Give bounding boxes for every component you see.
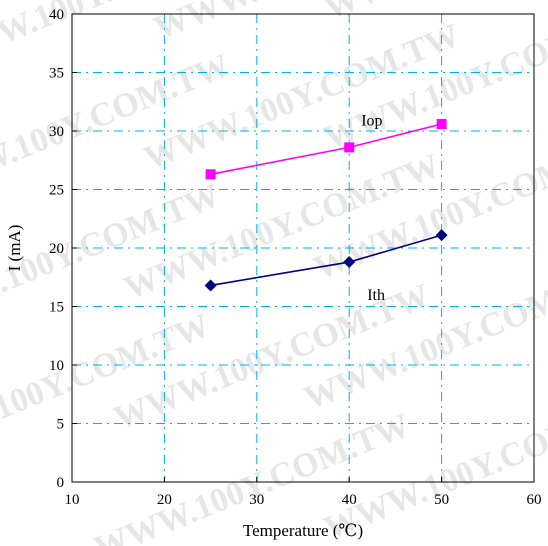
x-tick-label: 50 (434, 492, 449, 508)
y-axis-ticks: 0 5 10 15 20 25 30 35 40 (49, 7, 77, 491)
y-tick-label: 40 (49, 7, 64, 23)
y-tick-label: 20 (49, 241, 64, 257)
y-tick-label: 15 (49, 300, 64, 316)
data-point-ith (343, 256, 356, 269)
x-axis-ticks: 10 20 30 40 50 60 (65, 477, 542, 508)
y-tick-label: 10 (49, 358, 64, 374)
data-point-ith (435, 229, 448, 242)
y-tick-label: 35 (49, 66, 64, 82)
series-label-iop: Iop (361, 112, 382, 129)
x-tick-label: 10 (65, 492, 80, 508)
y-tick-label: 5 (57, 417, 65, 433)
series-label-ith: Ith (367, 287, 385, 304)
x-tick-label: 60 (527, 492, 542, 508)
data-point-ith (204, 279, 217, 292)
series-layer: Iop Ith (204, 112, 448, 304)
x-tick-label: 20 (157, 492, 172, 508)
x-tick-label: 30 (249, 492, 264, 508)
data-point-iop (344, 142, 355, 153)
data-point-iop (436, 118, 447, 129)
x-tick-label: 40 (342, 492, 357, 508)
grid (72, 14, 534, 482)
y-tick-label: 30 (49, 124, 64, 140)
y-tick-label: 0 (57, 475, 65, 491)
y-axis-title: I (mA) (5, 225, 24, 272)
data-point-iop (205, 169, 216, 180)
y-tick-label: 25 (49, 183, 64, 199)
x-axis-title: Temperature (℃) (243, 521, 363, 540)
